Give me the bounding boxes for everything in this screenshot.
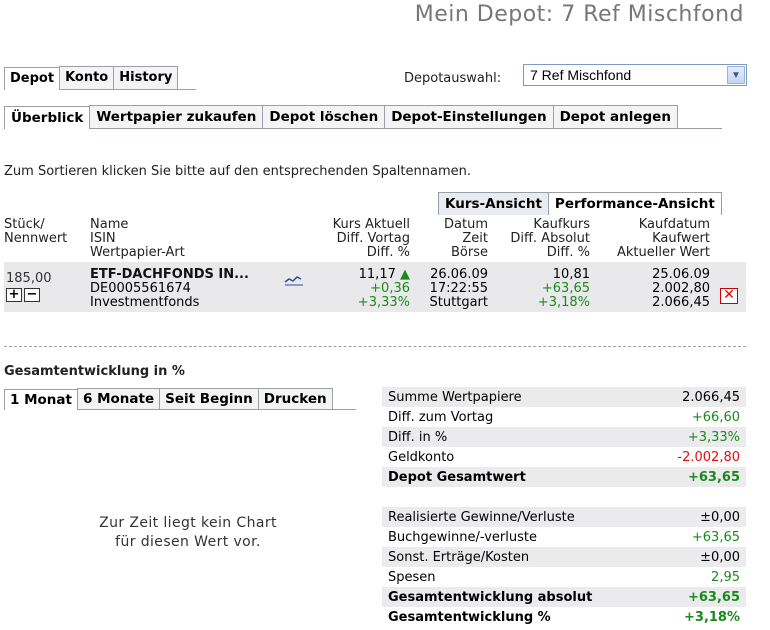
- summary-block-1: Summe Wertpapiere 2.066,45 Diff. zum Vorta…: [382, 387, 746, 487]
- tab-history[interactable]: History: [113, 66, 179, 89]
- summary-value: +3,33%: [687, 429, 740, 445]
- summary-row: Gesamtentwicklung absolut +63,65: [382, 587, 746, 607]
- summary-value: +63,65: [691, 529, 740, 545]
- divider: [4, 346, 746, 347]
- summary-row: Diff. zum Vortag +66,60: [382, 407, 746, 427]
- depot-select[interactable]: 7 Ref Mischfond ▼: [523, 64, 747, 86]
- tab-6-monate[interactable]: 6 Monate: [76, 388, 161, 409]
- col-datum[interactable]: Datum Zeit Börse: [444, 217, 488, 260]
- tab-depot[interactable]: Depot: [4, 67, 61, 90]
- position-diff-vortag: +0,36: [370, 281, 410, 296]
- position-boerse: Stuttgart: [429, 295, 488, 310]
- summary-value: ±0,00: [700, 549, 740, 565]
- summary-label: Gesamtentwicklung absolut: [388, 589, 593, 605]
- delete-icon[interactable]: ✕: [720, 288, 738, 304]
- summary-label: Realisierte Gewinne/Verluste: [388, 509, 575, 525]
- chart-icon[interactable]: [284, 274, 304, 290]
- tab-ueberblick[interactable]: Überblick: [4, 106, 91, 129]
- summary-value: -2.002,80: [677, 449, 740, 465]
- depot-select-label: Depotauswahl:: [404, 71, 502, 86]
- position-kurs: 11,17: [358, 267, 396, 282]
- position-datum: 26.06.09: [430, 267, 488, 282]
- col-kurs[interactable]: Kurs Aktuell Diff. Vortag Diff. %: [332, 217, 410, 260]
- summary-label: Diff. in %: [388, 429, 448, 445]
- position-zeit: 17:22:55: [429, 281, 488, 296]
- summary-value: ±0,00: [700, 509, 740, 525]
- position-name-link[interactable]: ETF-DACHFONDS IN...: [90, 267, 249, 282]
- summary-label: Depot Gesamtwert: [388, 469, 526, 485]
- tab-kurs-ansicht[interactable]: Kurs-Ansicht: [438, 192, 549, 215]
- summary-row: Realisierte Gewinne/Verluste ±0,00: [382, 507, 746, 527]
- summary-block-2: Realisierte Gewinne/Verluste ±0,00 Buchgew…: [382, 507, 746, 627]
- col-stueck[interactable]: Stück/ Nennwert: [4, 217, 68, 246]
- increase-button[interactable]: +: [6, 288, 22, 302]
- summary-label: Summe Wertpapiere: [388, 389, 522, 405]
- position-diff-pct: +3,33%: [357, 295, 410, 310]
- position-stueck: 185,00: [6, 271, 52, 286]
- summary-row: Spesen 2,95: [382, 567, 746, 587]
- decrease-button[interactable]: −: [24, 288, 40, 302]
- position-diff-absolut: +63,65: [541, 281, 590, 296]
- summary-label: Gesamtentwicklung %: [388, 609, 551, 625]
- table-row: 185,00 + − ETF-DACHFONDS IN... DE00055616…: [4, 262, 746, 312]
- col-name[interactable]: Name ISIN Wertpapier-Art: [90, 217, 185, 260]
- summary-label: Diff. zum Vortag: [388, 409, 494, 425]
- tab-wertpapier-zukaufen[interactable]: Wertpapier zukaufen: [89, 105, 264, 128]
- summary-value: +63,65: [687, 589, 740, 605]
- summary-row: Geldkonto -2.002,80: [382, 447, 746, 467]
- tab-1-monat[interactable]: 1 Monat: [4, 389, 78, 410]
- summary-label: Spesen: [388, 569, 436, 585]
- sort-hint: Zum Sortieren klicken Sie bitte auf den …: [4, 164, 471, 179]
- summary-row: Gesamtentwicklung % +3,18%: [382, 607, 746, 627]
- col-kaufdatum[interactable]: Kaufdatum Kaufwert Aktueller Wert: [617, 217, 710, 260]
- section-title: Gesamtentwicklung in %: [4, 364, 185, 379]
- chevron-down-icon[interactable]: ▼: [727, 66, 745, 84]
- position-kauf-diff-pct: +3,18%: [537, 295, 590, 310]
- main-tabs: Depot Konto History: [4, 66, 196, 90]
- summary-value: +63,65: [687, 469, 740, 485]
- summary-value: +3,18%: [684, 609, 740, 625]
- tab-depot-loeschen[interactable]: Depot löschen: [262, 105, 386, 128]
- summary-label: Geldkonto: [388, 449, 455, 465]
- position-kaufwert: 2.002,80: [652, 281, 710, 296]
- position-art: Investmentfonds: [90, 295, 200, 310]
- no-chart-message: Zur Zeit liegt kein Chart für diesen Wer…: [99, 515, 277, 550]
- tab-konto[interactable]: Konto: [59, 66, 115, 89]
- tab-depot-einstellungen[interactable]: Depot-Einstellungen: [384, 105, 554, 128]
- position-isin: DE0005561674: [90, 281, 191, 296]
- chart-tabs: 1 Monat 6 Monate Seit Beginn Drucken: [4, 388, 356, 410]
- tab-depot-anlegen[interactable]: Depot anlegen: [552, 105, 678, 128]
- position-kaufkurs: 10,81: [552, 267, 590, 282]
- tab-performance-ansicht[interactable]: Performance-Ansicht: [547, 192, 722, 215]
- summary-row: Depot Gesamtwert +63,65: [382, 467, 746, 487]
- summary-value: 2.066,45: [682, 389, 740, 405]
- sub-tabs: Überblick Wertpapier zukaufen Depot lösc…: [4, 105, 722, 129]
- summary-value: +66,60: [691, 409, 740, 425]
- tab-drucken[interactable]: Drucken: [257, 388, 333, 409]
- position-aktueller-wert: 2.066,45: [652, 295, 710, 310]
- col-kaufkurs[interactable]: Kaufkurs Diff. Absolut Diff. %: [510, 217, 590, 260]
- summary-row: Buchgewinne/-verluste +63,65: [382, 527, 746, 547]
- depot-select-value: 7 Ref Mischfond: [530, 67, 632, 83]
- summary-value: 2,95: [711, 569, 740, 585]
- arrow-up-icon: ▲: [400, 267, 410, 282]
- summary-label: Buchgewinne/-verluste: [388, 529, 537, 545]
- summary-row: Diff. in % +3,33%: [382, 427, 746, 447]
- position-kaufdatum: 25.06.09: [652, 267, 710, 282]
- table-header: Stück/ Nennwert Name ISIN Wertpapier-Art…: [4, 218, 746, 262]
- tab-seit-beginn[interactable]: Seit Beginn: [159, 388, 259, 409]
- summary-label: Sonst. Erträge/Kosten: [388, 549, 530, 565]
- summary-row: Summe Wertpapiere 2.066,45: [382, 387, 746, 407]
- summary-row: Sonst. Erträge/Kosten ±0,00: [382, 547, 746, 567]
- page-title: Mein Depot: 7 Ref Mischfond: [414, 2, 744, 27]
- view-tabs: Kurs-Ansicht Performance-Ansicht: [438, 192, 744, 215]
